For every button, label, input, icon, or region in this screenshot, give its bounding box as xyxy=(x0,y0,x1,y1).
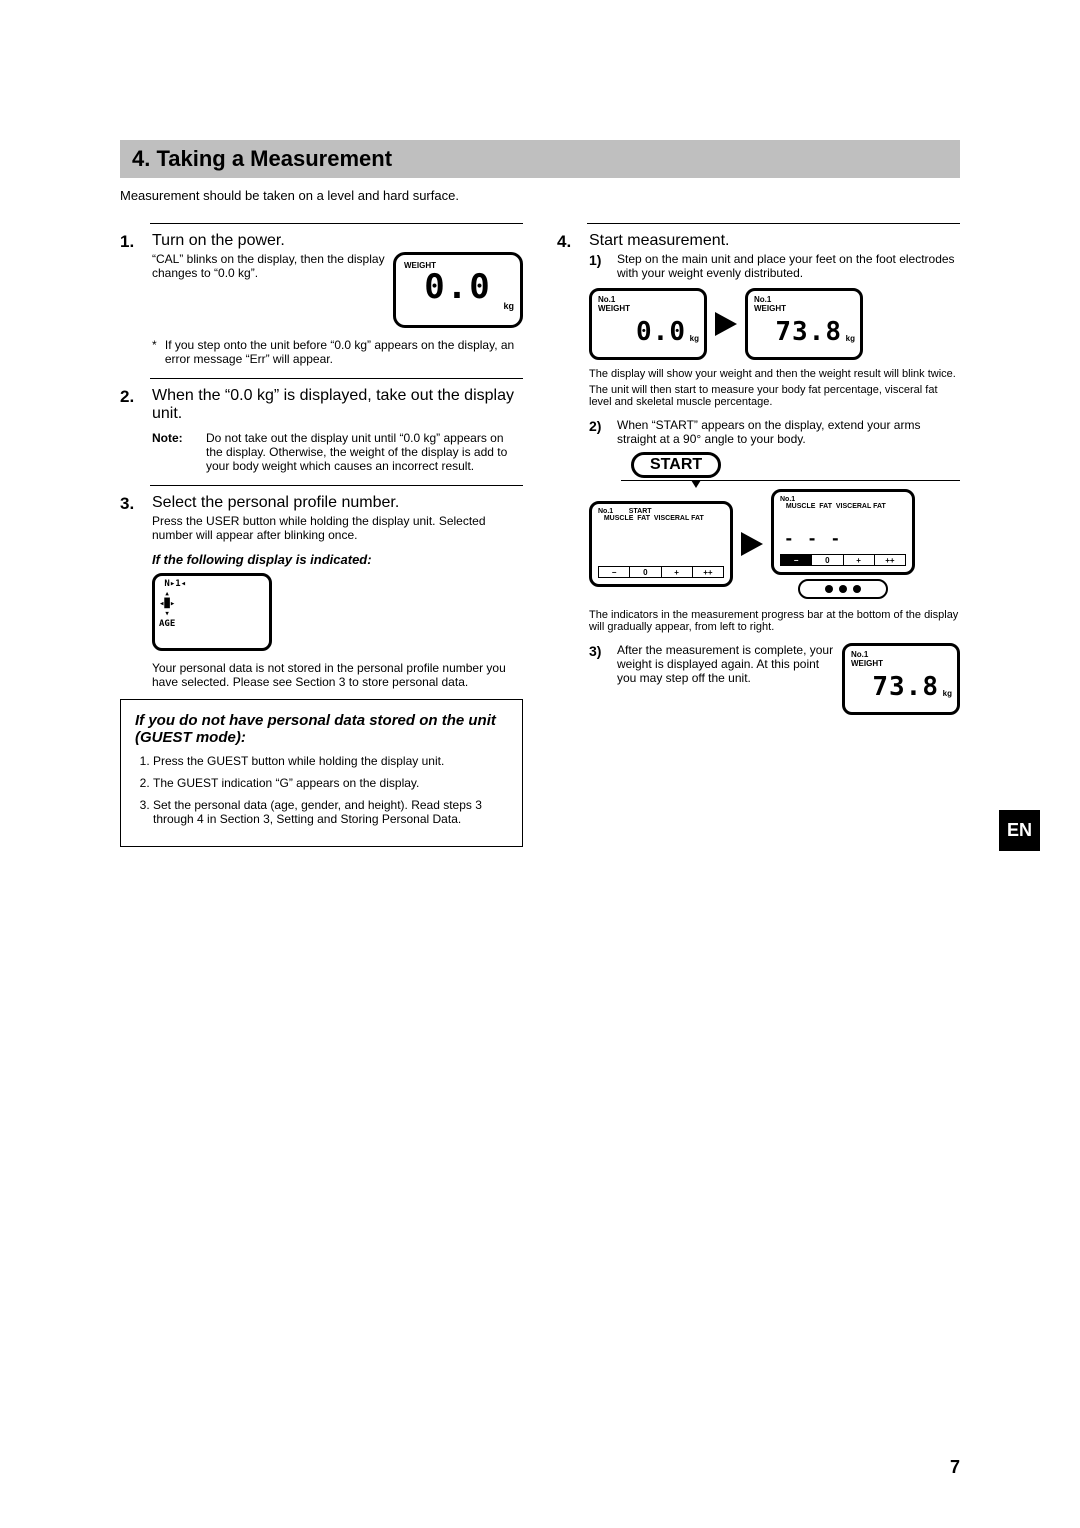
start-label: START xyxy=(631,452,721,478)
step-1-note: * If you step onto the unit before “0.0 … xyxy=(152,338,523,366)
guest-mode-box: If you do not have personal data stored … xyxy=(120,699,523,847)
bar-seg: − xyxy=(781,555,812,565)
list-item: Set the personal data (age, gender, and … xyxy=(153,798,508,826)
bar-seg: ++ xyxy=(693,567,723,577)
lcd-display: No.1 WEIGHT 0.0 kg xyxy=(589,288,707,360)
right-column: 4. Start measurement. 1) Step on the mai… xyxy=(557,219,960,859)
lcd-unit: kg xyxy=(943,689,952,698)
divider xyxy=(150,378,523,379)
bar-seg: 0 xyxy=(812,555,843,565)
step-title: Start measurement. xyxy=(589,232,730,250)
dot-icon xyxy=(853,585,861,593)
lcd-digits: 73.8 xyxy=(872,672,939,702)
lcd-display: WEIGHT 0.0 kg xyxy=(393,252,523,328)
lcd-display: No.1 MUSCLE FAT VISCERAL FAT - - - − 0 +… xyxy=(771,489,915,575)
step-2-note: Note: Do not take out the display unit u… xyxy=(152,431,523,473)
divider xyxy=(150,485,523,486)
bar-seg: − xyxy=(599,567,630,577)
section-header: 4. Taking a Measurement xyxy=(120,140,960,178)
lcd-top: No.1 MUSCLE FAT VISCERAL FAT xyxy=(780,496,906,510)
substep-1: 1) Step on the main unit and place your … xyxy=(589,252,960,280)
divider xyxy=(587,223,960,224)
substep-number: 3) xyxy=(589,643,607,659)
note-label: Note: xyxy=(152,431,196,473)
lcd-display: No.1 WEIGHT 73.8 kg xyxy=(745,288,863,360)
dot-icon xyxy=(839,585,847,593)
arrow-right-icon xyxy=(715,312,737,336)
list-item: The GUEST indication “G” appears on the … xyxy=(153,776,508,790)
page-number: 7 xyxy=(950,1457,960,1478)
step-3: 3. Select the personal profile number. P… xyxy=(120,485,523,847)
note-text: If you step onto the unit before “0.0 kg… xyxy=(165,338,523,366)
step-number: 3. xyxy=(120,494,142,514)
progress-bar: − 0 + ++ xyxy=(780,554,906,566)
list-item: Press the GUEST button while holding the… xyxy=(153,754,508,768)
start-line xyxy=(621,480,960,481)
lcd-pair: No.1 WEIGHT 0.0 kg No.1 WEIGHT 73.8 kg xyxy=(589,288,960,360)
step-number: 2. xyxy=(120,387,142,407)
dashes-icon: - - - xyxy=(784,529,842,548)
lcd-display: No.1 START MUSCLE FAT VISCERAL FAT − 0 +… xyxy=(589,501,733,587)
lcd-pair: No.1 START MUSCLE FAT VISCERAL FAT − 0 +… xyxy=(589,489,960,599)
lcd-digits: 73.8 xyxy=(775,317,842,347)
caption: The indicators in the measurement progre… xyxy=(589,609,960,633)
substep-3: 3) After the measurement is complete, yo… xyxy=(589,643,960,715)
columns: 1. Turn on the power. “CAL” blinks on th… xyxy=(120,219,960,859)
lcd-label: No.1 WEIGHT xyxy=(754,295,854,313)
bar-seg: + xyxy=(844,555,875,565)
step-title: When the “0.0 kg” is displayed, take out… xyxy=(152,387,523,423)
step-title: Turn on the power. xyxy=(152,232,285,250)
substep-text: Step on the main unit and place your fee… xyxy=(617,252,960,280)
step-2: 2. When the “0.0 kg” is displayed, take … xyxy=(120,378,523,473)
profile-blink-icon: N▸1◂ ▴◂█▸ ▾AGE xyxy=(159,580,265,629)
lcd-display: No.1 WEIGHT 73.8 kg xyxy=(842,643,960,715)
language-tab: EN xyxy=(999,810,1040,851)
substep-number: 1) xyxy=(589,252,607,280)
intro-text: Measurement should be taken on a level a… xyxy=(120,188,960,203)
substep-text: After the measurement is complete, your … xyxy=(617,643,834,715)
note-text: Do not take out the display unit until “… xyxy=(206,431,523,473)
step-3-italic: If the following display is indicated: xyxy=(152,552,523,567)
left-column: 1. Turn on the power. “CAL” blinks on th… xyxy=(120,219,523,859)
step-number: 1. xyxy=(120,232,142,252)
step-number: 4. xyxy=(557,232,579,252)
step-title: Select the personal profile number. xyxy=(152,494,399,512)
step-1-text: “CAL” blinks on the display, then the di… xyxy=(152,252,385,280)
lcd-top: No.1 START MUSCLE FAT VISCERAL FAT xyxy=(598,508,724,522)
substep-number: 2) xyxy=(589,418,607,446)
bar-seg: ++ xyxy=(875,555,905,565)
arrow-right-icon xyxy=(741,532,763,556)
guest-steps: Press the GUEST button while holding the… xyxy=(135,754,508,826)
asterisk-icon: * xyxy=(152,338,159,366)
step-3-after: Your personal data is not stored in the … xyxy=(152,661,523,689)
lcd-digits: 0.0 xyxy=(636,317,686,347)
lcd-unit: kg xyxy=(503,301,514,311)
progress-bar: − 0 + ++ xyxy=(598,566,724,578)
guest-title: If you do not have personal data stored … xyxy=(135,712,508,746)
tick-icon xyxy=(691,480,701,488)
divider xyxy=(150,223,523,224)
step-3-text: Press the USER button while holding the … xyxy=(152,514,523,542)
lcd-label: No.1 WEIGHT xyxy=(598,295,698,313)
lcd-label: No.1 WEIGHT xyxy=(851,650,951,668)
bar-seg: + xyxy=(662,567,693,577)
caption: The unit will then start to measure your… xyxy=(589,384,960,408)
bar-seg: 0 xyxy=(630,567,661,577)
substep-text: When “START” appears on the display, ext… xyxy=(617,418,960,446)
dot-icon xyxy=(825,585,833,593)
step-4: 4. Start measurement. 1) Step on the mai… xyxy=(557,223,960,715)
lcd-digits: 0.0 xyxy=(404,270,512,304)
lcd-unit: kg xyxy=(846,334,855,343)
progress-knob xyxy=(798,579,888,599)
lcd-display-profile: N▸1◂ ▴◂█▸ ▾AGE xyxy=(152,573,272,651)
step-1: 1. Turn on the power. “CAL” blinks on th… xyxy=(120,223,523,366)
page: 4. Taking a Measurement Measurement shou… xyxy=(0,0,1080,1528)
substep-2: 2) When “START” appears on the display, … xyxy=(589,418,960,446)
lcd-unit: kg xyxy=(690,334,699,343)
caption: The display will show your weight and th… xyxy=(589,368,960,380)
